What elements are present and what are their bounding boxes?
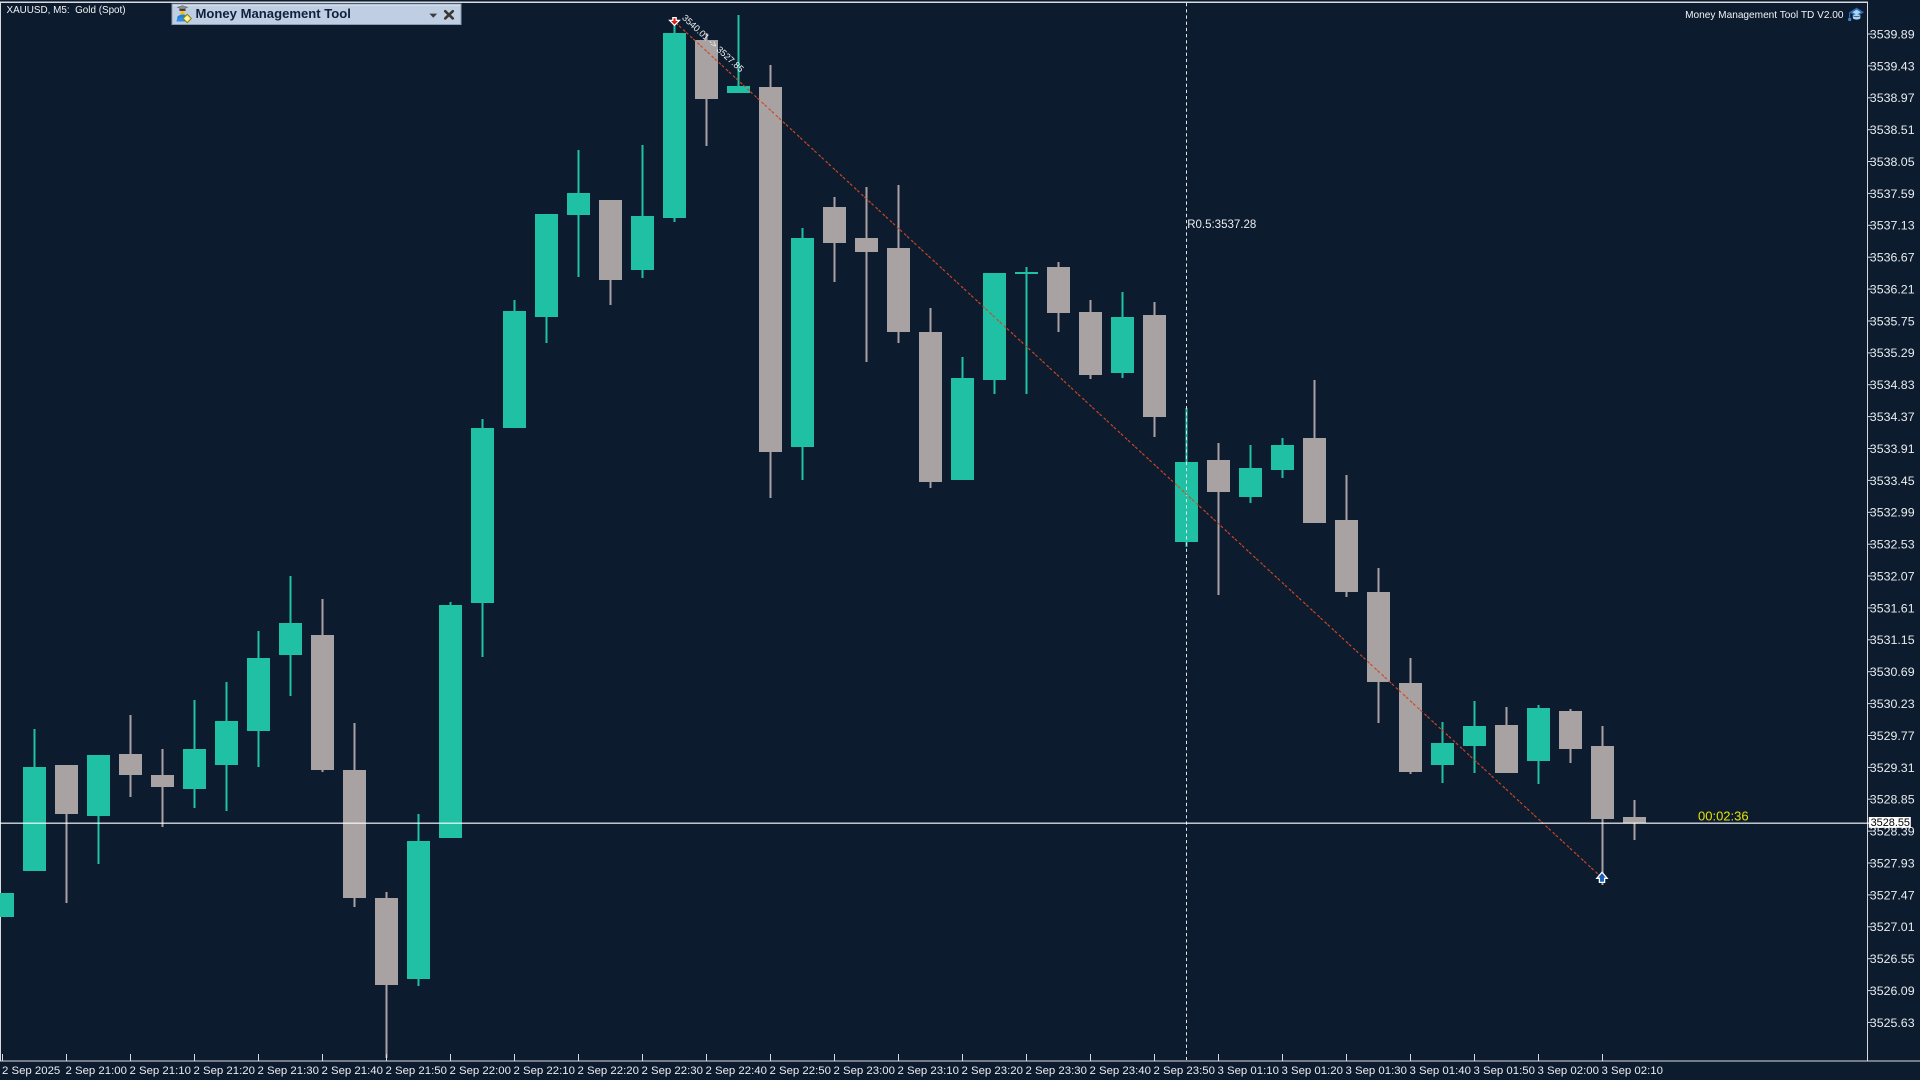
svg-text:2 Sep 23:50: 2 Sep 23:50	[1154, 1065, 1215, 1077]
svg-text:3527.93: 3527.93	[1870, 856, 1915, 870]
svg-text:3533.45: 3533.45	[1870, 474, 1915, 488]
svg-text:3526.09: 3526.09	[1870, 984, 1915, 998]
svg-text:3531.15: 3531.15	[1870, 633, 1915, 647]
svg-text:3537.59: 3537.59	[1870, 187, 1915, 201]
svg-text:3539.89: 3539.89	[1870, 27, 1915, 41]
svg-text:3529.31: 3529.31	[1870, 761, 1915, 775]
svg-text:00:02:36: 00:02:36	[1698, 809, 1749, 824]
svg-text:3530.69: 3530.69	[1870, 665, 1915, 679]
svg-text:2 Sep 21:50: 2 Sep 21:50	[386, 1065, 447, 1077]
svg-text:3535.29: 3535.29	[1870, 346, 1915, 360]
svg-text:3530.23: 3530.23	[1870, 697, 1915, 711]
svg-text:3527.01: 3527.01	[1870, 920, 1915, 934]
svg-text:3525.63: 3525.63	[1870, 1016, 1915, 1030]
svg-text:3536.67: 3536.67	[1870, 251, 1915, 265]
svg-text:3537.13: 3537.13	[1870, 219, 1915, 233]
svg-text:3528.39: 3528.39	[1870, 825, 1915, 839]
svg-text:3 Sep 01:20: 3 Sep 01:20	[1282, 1065, 1343, 1077]
svg-text:3527.47: 3527.47	[1870, 888, 1915, 902]
svg-text:R0.5:3537.28: R0.5:3537.28	[1187, 219, 1256, 231]
svg-text:2 Sep 22:20: 2 Sep 22:20	[578, 1065, 639, 1077]
svg-text:2 Sep 22:40: 2 Sep 22:40	[706, 1065, 767, 1077]
svg-text:2 Sep 21:00: 2 Sep 21:00	[66, 1065, 127, 1077]
svg-text:3539.43: 3539.43	[1870, 59, 1915, 73]
svg-text:3526.55: 3526.55	[1870, 952, 1915, 966]
svg-text:2 Sep 2025: 2 Sep 2025	[2, 1065, 60, 1077]
svg-text:2 Sep 21:20: 2 Sep 21:20	[194, 1065, 255, 1077]
svg-text:2 Sep 21:30: 2 Sep 21:30	[258, 1065, 319, 1077]
svg-text:3538.05: 3538.05	[1870, 155, 1915, 169]
svg-text:3535.75: 3535.75	[1870, 314, 1915, 328]
svg-text:2 Sep 22:10: 2 Sep 22:10	[514, 1065, 575, 1077]
svg-text:3528.85: 3528.85	[1870, 793, 1915, 807]
svg-text:3529.77: 3529.77	[1870, 729, 1915, 743]
svg-text:3532.53: 3532.53	[1870, 538, 1915, 552]
svg-text:3538.51: 3538.51	[1870, 123, 1915, 137]
svg-text:3534.83: 3534.83	[1870, 378, 1915, 392]
svg-text:2 Sep 21:10: 2 Sep 21:10	[130, 1065, 191, 1077]
svg-text:3 Sep 01:10: 3 Sep 01:10	[1218, 1065, 1279, 1077]
svg-text:3533.91: 3533.91	[1870, 442, 1915, 456]
svg-text:3531.61: 3531.61	[1870, 601, 1915, 615]
svg-text:2 Sep 22:30: 2 Sep 22:30	[642, 1065, 703, 1077]
svg-text:3532.99: 3532.99	[1870, 506, 1915, 520]
svg-text:3528.55: 3528.55	[1871, 817, 1910, 829]
svg-text:3 Sep 01:30: 3 Sep 01:30	[1346, 1065, 1407, 1077]
svg-text:2 Sep 23:00: 2 Sep 23:00	[834, 1065, 895, 1077]
svg-text:2 Sep 22:50: 2 Sep 22:50	[770, 1065, 831, 1077]
svg-text:3 Sep 01:40: 3 Sep 01:40	[1410, 1065, 1471, 1077]
svg-text:3 Sep 02:10: 3 Sep 02:10	[1602, 1065, 1663, 1077]
svg-text:Money Management Tool TD V2.00: Money Management Tool TD V2.00	[1685, 10, 1844, 21]
svg-text:2 Sep 23:20: 2 Sep 23:20	[962, 1065, 1023, 1077]
svg-text:2 Sep 23:30: 2 Sep 23:30	[1026, 1065, 1087, 1077]
svg-text:3532.07: 3532.07	[1870, 569, 1915, 583]
svg-text:2 Sep 22:00: 2 Sep 22:00	[450, 1065, 511, 1077]
svg-text:3538.97: 3538.97	[1870, 91, 1915, 105]
svg-text:3536.21: 3536.21	[1870, 283, 1915, 297]
svg-text:2 Sep 21:40: 2 Sep 21:40	[322, 1065, 383, 1077]
svg-text:3540.01 -> 3527.85: 3540.01 -> 3527.85	[680, 13, 746, 75]
svg-text:3 Sep 01:50: 3 Sep 01:50	[1474, 1065, 1535, 1077]
svg-text:3 Sep 02:00: 3 Sep 02:00	[1538, 1065, 1599, 1077]
svg-text:Money Management Tool: Money Management Tool	[196, 6, 351, 21]
svg-text:XAUUSD, M5: Gold (Spot): XAUUSD, M5: Gold (Spot)	[7, 5, 126, 16]
svg-text:2 Sep 23:40: 2 Sep 23:40	[1090, 1065, 1151, 1077]
svg-text:3534.37: 3534.37	[1870, 410, 1915, 424]
svg-text:2 Sep 23:10: 2 Sep 23:10	[898, 1065, 959, 1077]
